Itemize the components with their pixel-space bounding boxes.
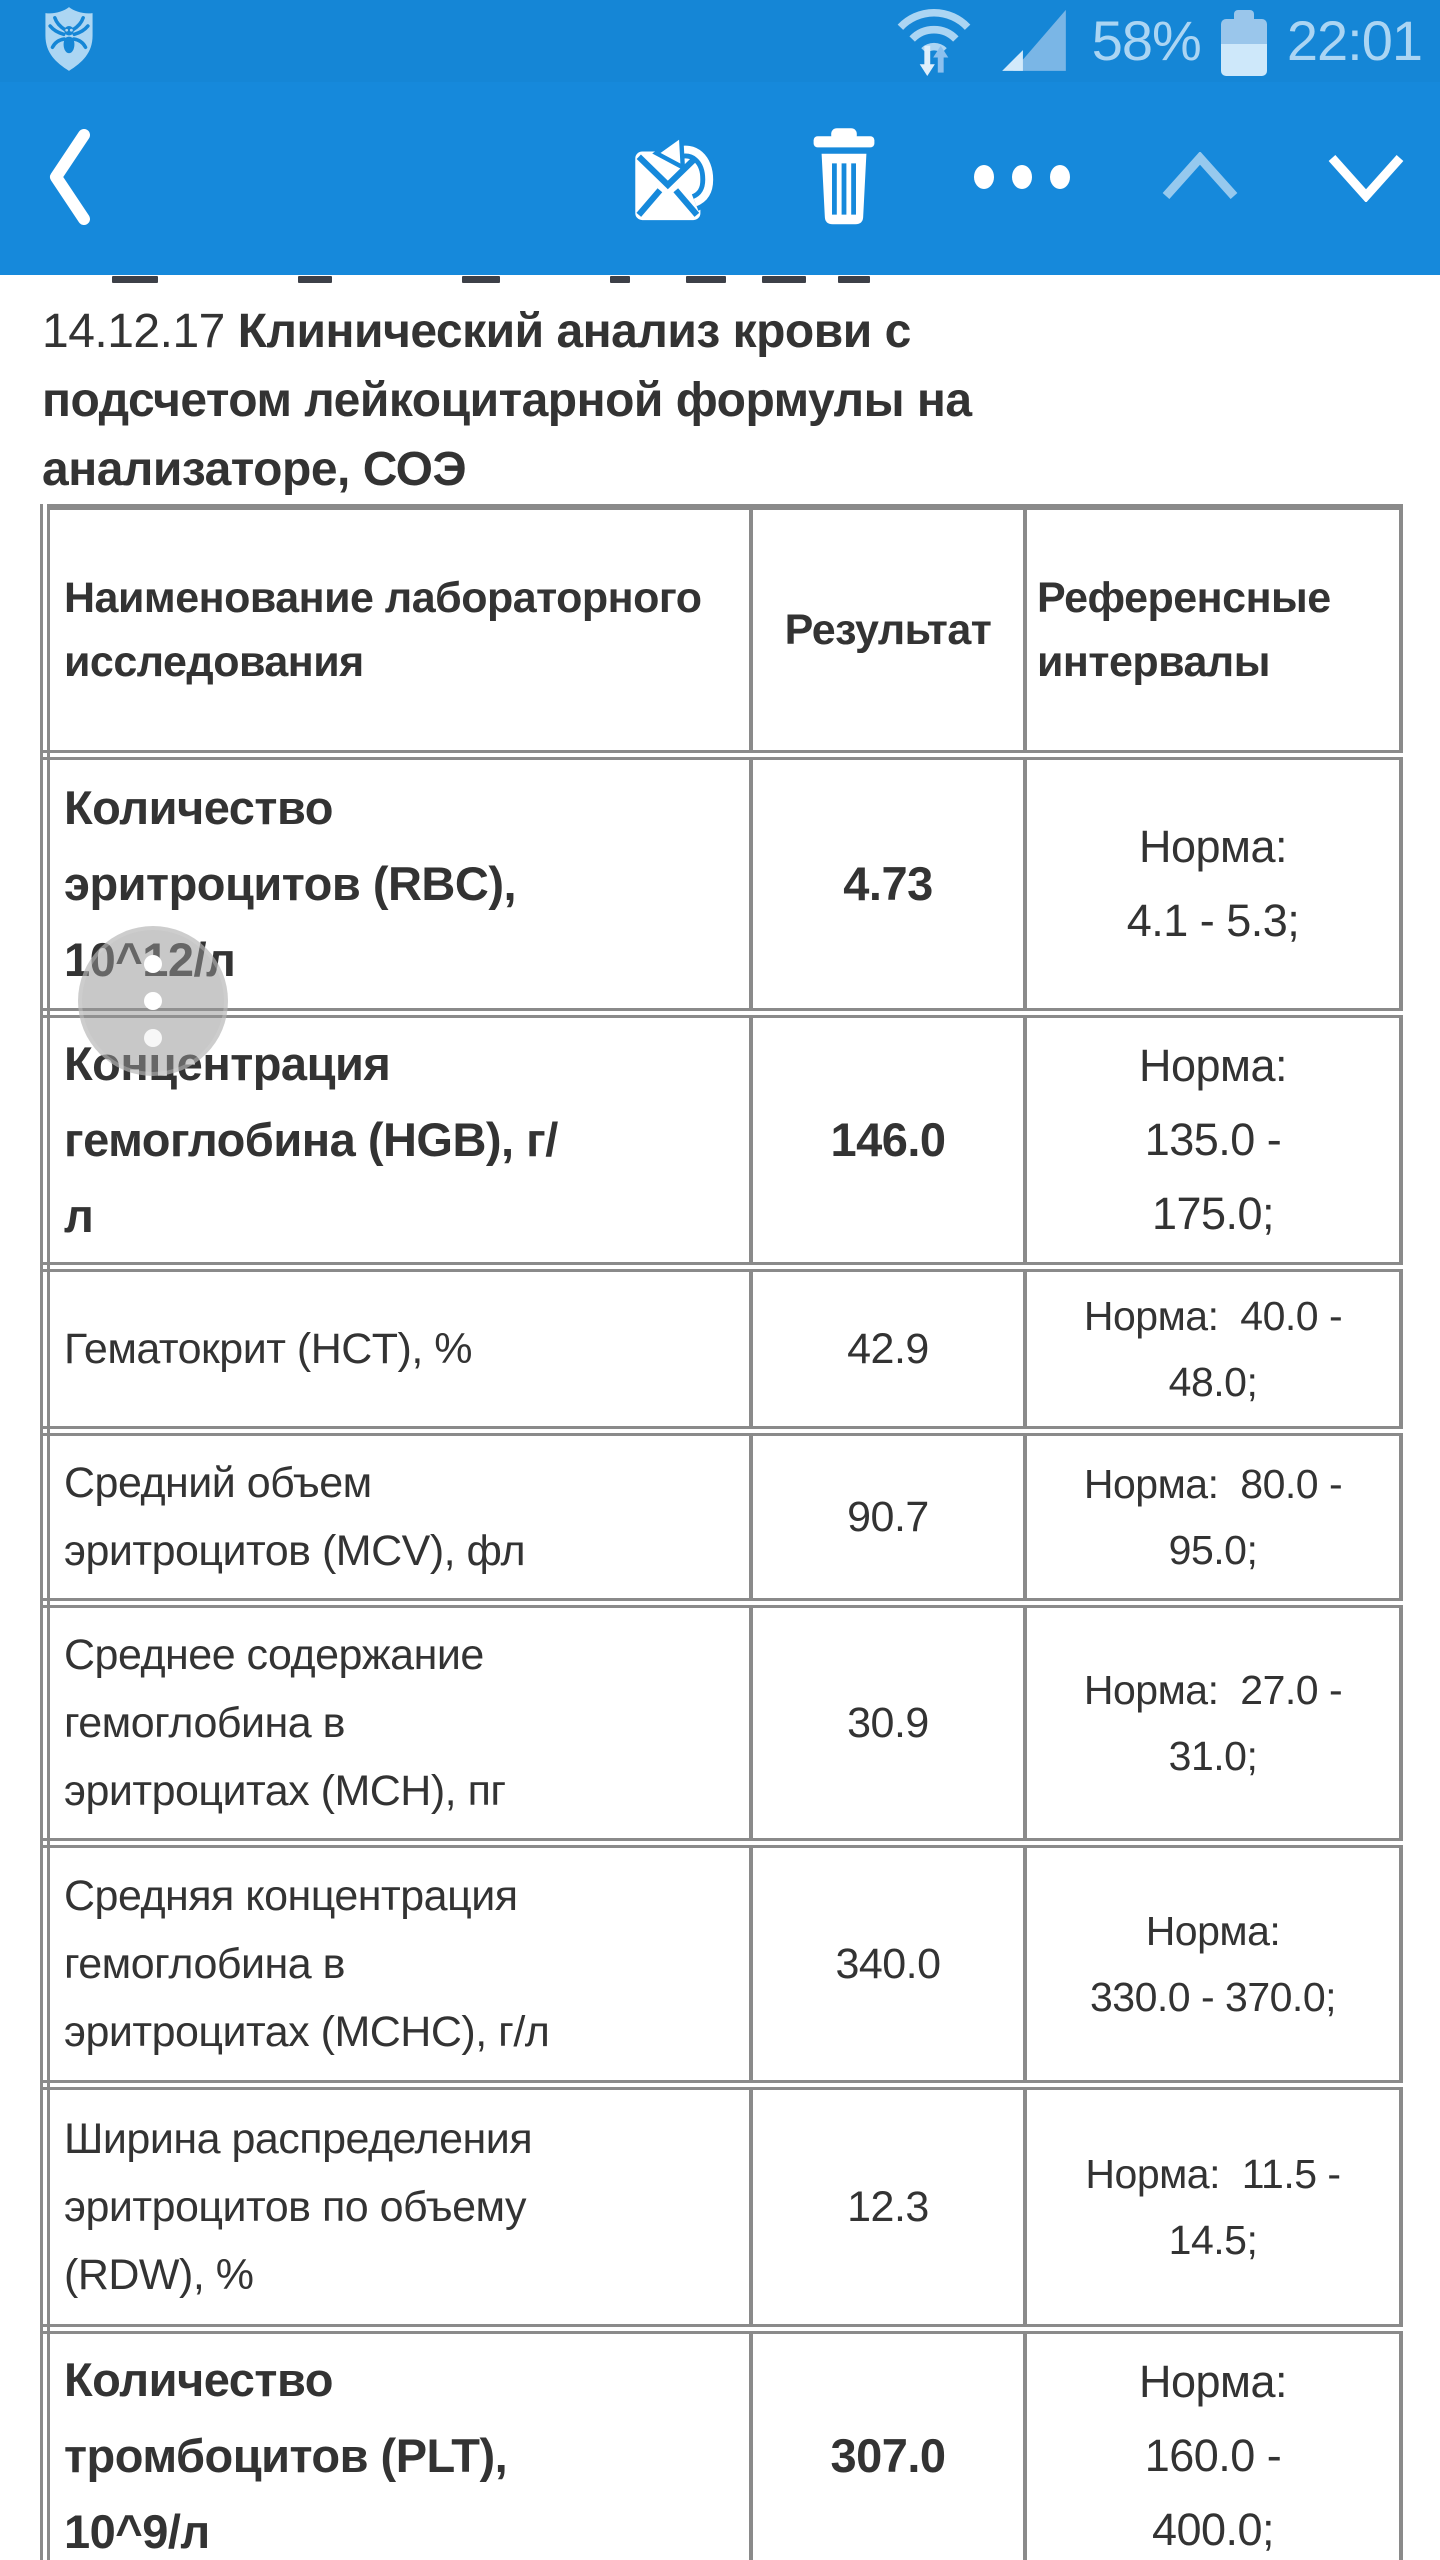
drweb-shield-icon [28,6,110,77]
delete-button[interactable] [804,125,884,232]
battery-icon [1220,10,1267,76]
table-row: Количество тромбоцитов (PLT), 10^9/л 307.… [40,2324,1403,2560]
table-row: Ширина распределения эритроцитов по объе… [40,2080,1403,2334]
cell-name: Гематокрит (HCT), % [40,1262,753,1436]
chevron-up-icon [1160,151,1240,205]
back-chevron-icon [44,129,96,228]
handle-dot [144,1029,162,1047]
more-options-button[interactable] [970,162,1074,195]
document-title-text: Клинический анализ крови с подсчетом лей… [42,305,972,496]
move-to-mail-button[interactable] [630,128,719,229]
cell-reference: Норма: 27.0 - 31.0; [1023,1598,1403,1848]
status-bar: 58% 22:01 [0,0,1440,82]
col-header-result: Результат [749,504,1027,760]
lab-results-table-body: Количество эритроцитов (RBC), 10^12/л4.7… [40,750,1403,2560]
cell-reference: Норма: 330.0 - 370.0; [1023,1838,1403,2090]
cellular-signal-icon [996,3,1072,80]
floating-scroll-handle[interactable] [78,926,228,1076]
cell-result: 12.3 [749,2080,1027,2334]
wifi-updown-icon [892,2,976,81]
back-button[interactable] [44,129,96,228]
handle-dot [144,992,162,1010]
cell-result: 4.73 [749,750,1027,1018]
lab-results-table: Наименование лабораторного исследования … [40,504,1403,2560]
cell-reference: Норма: 40.0 - 48.0; [1023,1262,1403,1436]
cell-result: 307.0 [749,2324,1027,2560]
table-header: Наименование лабораторного исследования … [40,504,1403,760]
document-title: 14.12.17 Клинический анализ крови с подс… [42,297,1027,504]
cell-result: 90.7 [749,1426,1027,1608]
cell-reference: Норма: 135.0 - 175.0; [1023,1008,1403,1272]
cell-result: 42.9 [749,1262,1027,1436]
cell-name: Средняя концентрация гемоглобина в эритр… [40,1838,753,2090]
table-row: Средняя концентрация гемоглобина в эритр… [40,1838,1403,2090]
overflow-dots-icon [970,162,1074,195]
previous-email-button[interactable] [1160,151,1240,205]
document-date: 14.12.17 [42,305,225,358]
table-row: Средний объем эритроцитов (MCV), фл 90.7 Н… [40,1426,1403,1608]
table-row: Среднее содержание гемоглобина в эритроц… [40,1598,1403,1848]
col-header-name: Наименование лабораторного исследования [40,504,753,760]
cell-name: Среднее содержание гемоглобина в эритроц… [40,1598,753,1848]
table-row: Концентрация гемоглобина (HGB), г/ л 146.… [40,1008,1403,1272]
cell-reference: Норма: 11.5 - 14.5; [1023,2080,1403,2334]
toolbar [0,82,1440,275]
clock: 22:01 [1286,9,1423,72]
move-to-mail-icon [630,128,719,229]
handle-dot [144,955,162,973]
clipped-text-remnant [0,276,1440,285]
trash-icon [804,125,884,232]
chevron-down-icon [1326,152,1406,205]
battery-percent: 58% [1091,9,1202,72]
col-header-reference: Референсные интервалы [1023,504,1403,760]
table-row: Гематокрит (HCT), % 42.9 Норма: 40.0 - 48.… [40,1262,1403,1436]
cell-result: 340.0 [749,1838,1027,2090]
cell-result: 146.0 [749,1008,1027,1272]
email-body: 14.12.17 Клинический анализ крови с подс… [0,275,1440,2560]
table-row: Количество эритроцитов (RBC), 10^12/л4.7… [40,750,1403,1018]
cell-name: Ширина распределения эритроцитов по объе… [40,2080,753,2334]
next-email-button[interactable] [1326,152,1406,205]
cell-reference: Норма: 4.1 - 5.3; [1023,750,1403,1018]
cell-reference: Норма: 80.0 - 95.0; [1023,1426,1403,1608]
cell-result: 30.9 [749,1598,1027,1848]
cell-reference: Норма: 160.0 - 400.0; [1023,2324,1403,2560]
cell-name: Количество тромбоцитов (PLT), 10^9/л [40,2324,753,2560]
cell-name: Средний объем эритроцитов (MCV), фл [40,1426,753,1608]
